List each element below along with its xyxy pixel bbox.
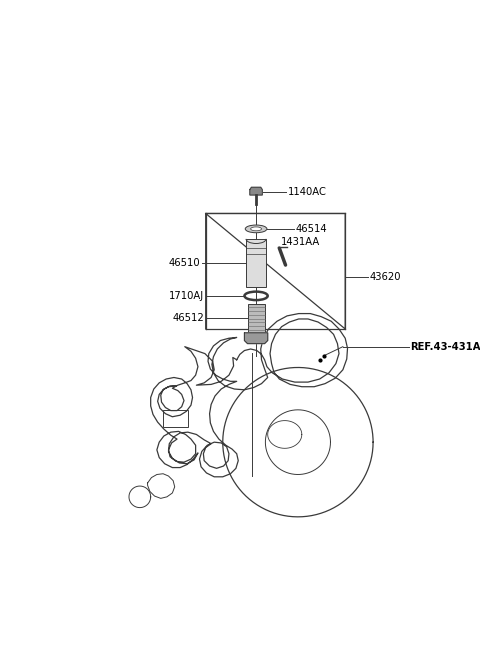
Ellipse shape <box>245 225 267 233</box>
Text: 43620: 43620 <box>370 272 401 282</box>
Bar <box>248 304 264 333</box>
Polygon shape <box>250 188 262 195</box>
Text: 46510: 46510 <box>168 258 200 268</box>
Polygon shape <box>244 333 268 344</box>
Bar <box>246 239 266 287</box>
Text: 1140AC: 1140AC <box>288 187 327 197</box>
Text: 1431AA: 1431AA <box>281 237 320 247</box>
Text: 46512: 46512 <box>172 313 204 323</box>
Ellipse shape <box>251 227 262 231</box>
Text: 46514: 46514 <box>296 224 327 234</box>
Text: 1710AJ: 1710AJ <box>169 291 204 301</box>
Bar <box>163 410 188 427</box>
Text: REF.43-431A: REF.43-431A <box>410 342 480 352</box>
